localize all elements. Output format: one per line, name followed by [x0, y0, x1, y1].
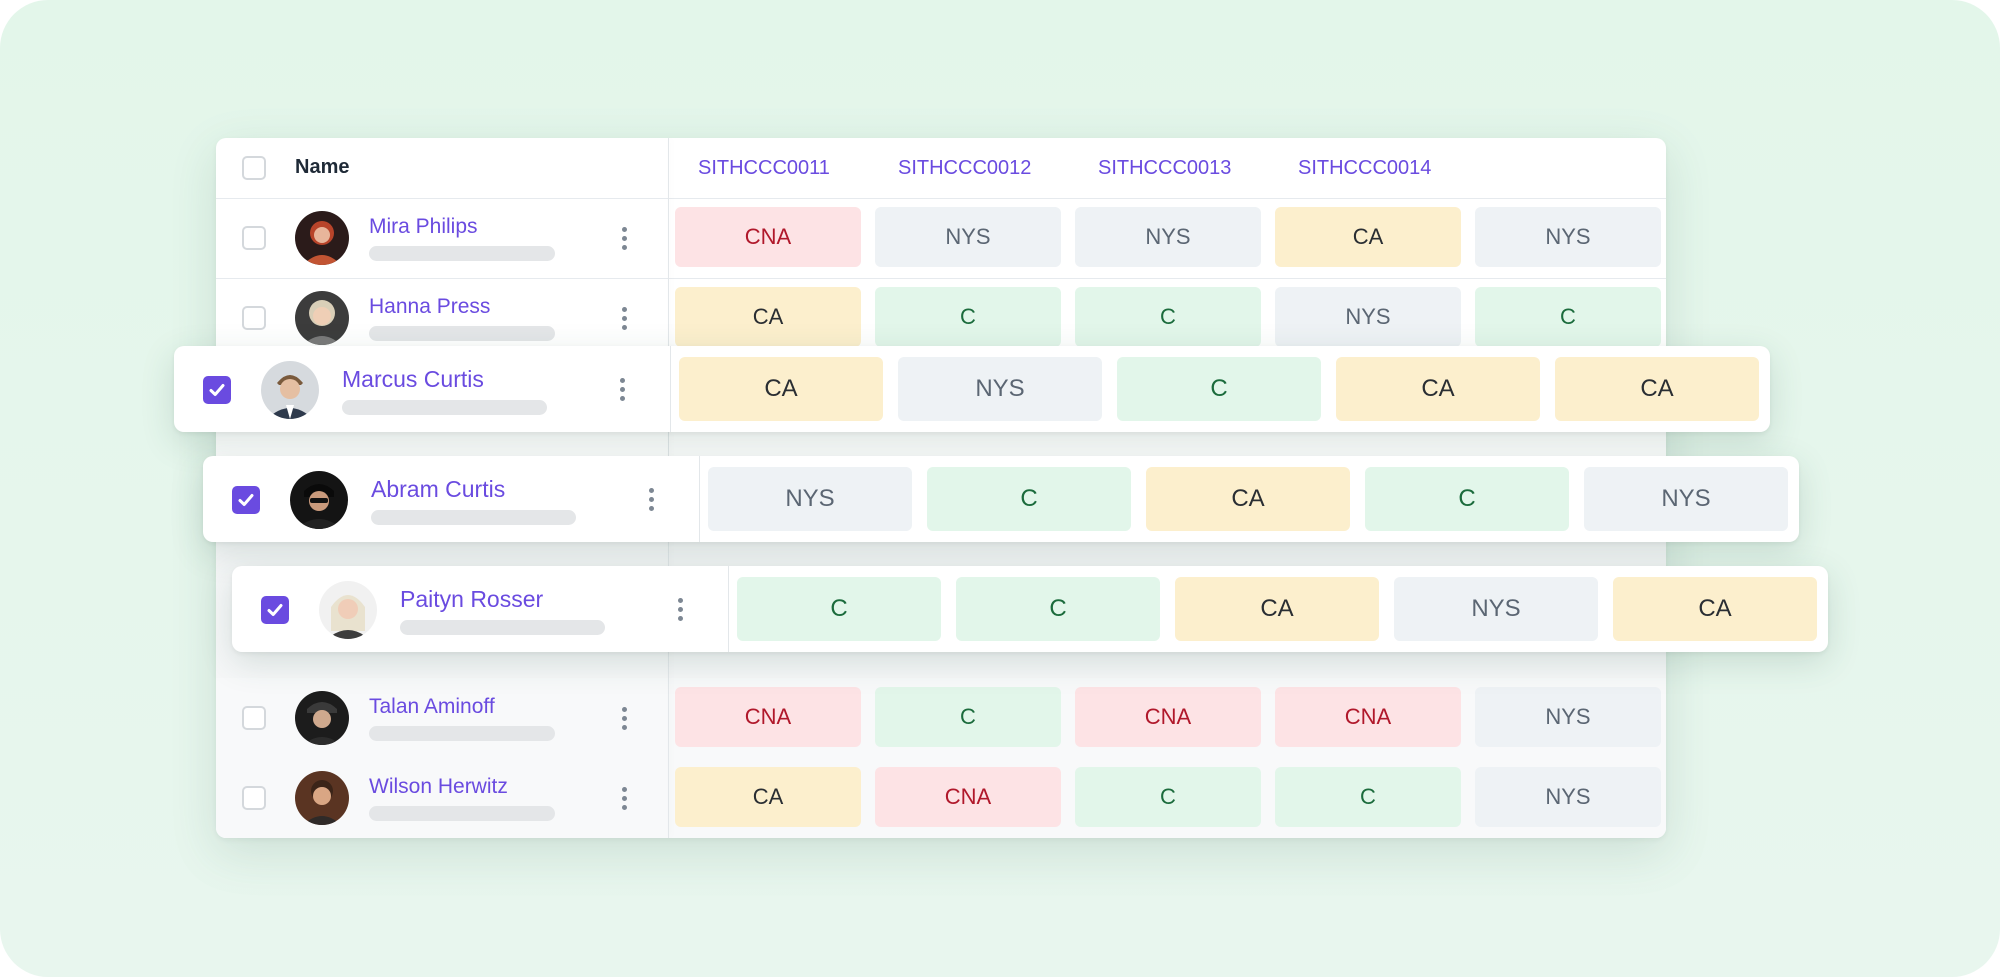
selected-row-dragging[interactable]: Paityn Rosser C C CA NYS CA — [232, 566, 1828, 652]
person-name[interactable]: Talan Aminoff — [369, 695, 495, 718]
kebab-menu-icon[interactable] — [677, 598, 685, 625]
person-name[interactable]: Marcus Curtis — [342, 366, 484, 392]
kebab-menu-icon[interactable] — [619, 378, 627, 405]
row-checkbox[interactable] — [261, 596, 289, 624]
row-checkbox[interactable] — [242, 306, 266, 330]
status-cell[interactable]: CA — [1613, 577, 1817, 641]
status-cell[interactable]: C — [1075, 287, 1261, 347]
status-cell[interactable]: C — [1075, 767, 1261, 827]
name-column-divider — [699, 456, 700, 542]
status-cell[interactable]: NYS — [1475, 687, 1661, 747]
row-checkbox[interactable] — [242, 226, 266, 250]
status-cell[interactable]: NYS — [875, 207, 1061, 267]
status-cell[interactable]: C — [927, 467, 1131, 531]
status-cell[interactable]: CA — [1275, 207, 1461, 267]
name-placeholder-bar — [342, 400, 547, 415]
status-cell[interactable]: CA — [1555, 357, 1759, 421]
status-cell[interactable]: C — [737, 577, 941, 641]
row-checkbox[interactable] — [242, 706, 266, 730]
name-placeholder-bar — [369, 246, 555, 261]
status-cell[interactable]: CA — [1146, 467, 1350, 531]
status-cell[interactable]: NYS — [1075, 207, 1261, 267]
name-column-header[interactable]: Name — [295, 156, 350, 178]
name-placeholder-bar — [400, 620, 605, 635]
table-row[interactable]: Wilson Herwitz CA CNA C C NYS — [216, 758, 1666, 838]
status-cell[interactable]: NYS — [1475, 767, 1661, 827]
status-cell[interactable]: NYS — [898, 357, 1102, 421]
kebab-menu-icon[interactable] — [621, 227, 629, 254]
status-cell[interactable]: C — [1275, 767, 1461, 827]
person-name[interactable]: Hanna Press — [369, 295, 491, 318]
kebab-menu-icon[interactable] — [621, 307, 629, 334]
selected-row-dragging[interactable]: Marcus Curtis CA NYS C CA CA — [174, 346, 1770, 432]
kebab-menu-icon[interactable] — [621, 707, 629, 734]
status-cell[interactable]: CA — [679, 357, 883, 421]
kebab-menu-icon[interactable] — [648, 488, 656, 515]
name-column-divider — [670, 346, 671, 432]
avatar — [295, 771, 349, 825]
status-cell[interactable]: C — [956, 577, 1160, 641]
status-cell[interactable]: CA — [675, 767, 861, 827]
name-column-divider — [728, 566, 729, 652]
column-header-4[interactable]: SITHCCC0014 — [1298, 157, 1432, 179]
status-cell[interactable]: C — [875, 287, 1061, 347]
status-cell[interactable]: C — [1365, 467, 1569, 531]
avatar — [295, 691, 349, 745]
avatar — [295, 291, 349, 345]
table-row[interactable]: Hanna Press CA C C NYS C — [216, 278, 1666, 359]
status-cell[interactable]: C — [1475, 287, 1661, 347]
avatar — [290, 471, 348, 529]
status-cell[interactable]: CNA — [875, 767, 1061, 827]
status-cell[interactable]: NYS — [1475, 207, 1661, 267]
select-all-checkbox[interactable] — [242, 156, 266, 180]
row-checkbox[interactable] — [242, 786, 266, 810]
person-name[interactable]: Paityn Rosser — [400, 586, 544, 612]
status-cell[interactable]: CNA — [675, 687, 861, 747]
checkmark-icon — [238, 494, 254, 506]
person-name[interactable]: Abram Curtis — [371, 476, 506, 502]
status-cell[interactable]: C — [875, 687, 1061, 747]
name-placeholder-bar — [369, 806, 555, 821]
row-checkbox[interactable] — [203, 376, 231, 404]
selected-row-dragging[interactable]: Abram Curtis NYS C CA C NYS — [203, 456, 1799, 542]
row-checkbox[interactable] — [232, 486, 260, 514]
status-cell[interactable]: CNA — [1075, 687, 1261, 747]
avatar — [261, 361, 319, 419]
status-cell[interactable]: NYS — [708, 467, 912, 531]
status-cell[interactable]: CA — [1336, 357, 1540, 421]
table-header: Name SITHCCC0011 SITHCCC0012 SITHCCC0013… — [216, 138, 1666, 199]
column-header-3[interactable]: SITHCCC0013 — [1098, 157, 1232, 179]
name-placeholder-bar — [369, 326, 555, 341]
status-cell[interactable]: NYS — [1394, 577, 1598, 641]
table-row[interactable]: Mira Philips CNA NYS NYS CA NYS — [216, 198, 1666, 279]
table-row[interactable]: Talan Aminoff CNA C CNA CNA NYS — [216, 678, 1666, 759]
status-cell[interactable]: CA — [675, 287, 861, 347]
status-cell[interactable]: C — [1117, 357, 1321, 421]
status-cell[interactable]: CNA — [1275, 687, 1461, 747]
avatar — [295, 211, 349, 265]
person-name[interactable]: Wilson Herwitz — [369, 775, 508, 798]
status-cell[interactable]: CA — [1175, 577, 1379, 641]
status-cell[interactable]: NYS — [1275, 287, 1461, 347]
column-header-2[interactable]: SITHCCC0012 — [898, 157, 1032, 179]
kebab-menu-icon[interactable] — [621, 787, 629, 814]
avatar — [319, 581, 377, 639]
status-cell[interactable]: CNA — [675, 207, 861, 267]
column-header-1[interactable]: SITHCCC0011 — [698, 157, 830, 179]
name-placeholder-bar — [371, 510, 576, 525]
checkmark-icon — [209, 384, 225, 396]
status-cell[interactable]: NYS — [1584, 467, 1788, 531]
name-placeholder-bar — [369, 726, 555, 741]
checkmark-icon — [267, 604, 283, 616]
person-name[interactable]: Mira Philips — [369, 215, 478, 238]
